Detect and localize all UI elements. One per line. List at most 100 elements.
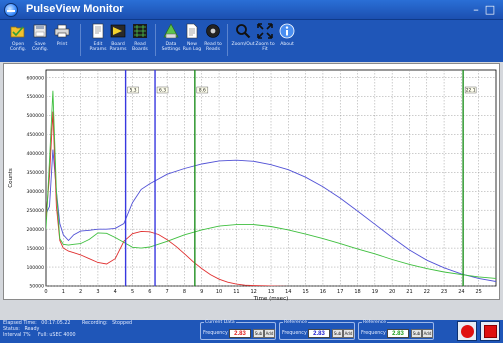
- edit-params-button[interactable]: Edit Params: [84, 23, 112, 59]
- cursor-marker-box: [156, 86, 169, 94]
- x-tick-label: 7: [166, 289, 169, 295]
- open-folder-icon: [10, 26, 25, 38]
- frequency-subtract-button[interactable]: Sub: [253, 329, 264, 338]
- reference-1-frequency-value[interactable]: 2.83: [308, 329, 330, 338]
- minimize-button[interactable]: –: [473, 3, 479, 16]
- record-button[interactable]: [457, 321, 477, 341]
- about-label: About: [280, 42, 294, 47]
- board-params-icon: [110, 24, 126, 38]
- data-settings-button[interactable]: Data Settings: [157, 23, 185, 59]
- reference-2-frequency-value[interactable]: 2.83: [387, 329, 409, 338]
- frequency-label: Frequency: [361, 331, 386, 336]
- cursor-marker-box: [127, 86, 139, 94]
- data-settings-icon: [163, 23, 179, 39]
- edit-params-label2: Params: [89, 47, 107, 52]
- cursor-marker-label: 22.1: [466, 88, 476, 94]
- x-tick-label: 4: [114, 289, 117, 295]
- new-run-log-label2: Run Log: [182, 47, 202, 52]
- new-run-log-label1: New: [186, 42, 198, 47]
- recording-value: Stopped: [112, 321, 133, 326]
- open-config-label2: Config.: [9, 47, 27, 52]
- reference-2-add-button[interactable]: Add: [422, 329, 433, 338]
- y-tick-label: 100000: [26, 265, 44, 271]
- zoom-out-icon: [236, 24, 251, 39]
- cursor-marker-box: [464, 86, 477, 94]
- reference-2-title: Reference: [362, 320, 388, 325]
- x-tick-label: 24: [458, 289, 464, 295]
- full-usec-text: Full: uSEC 4000: [38, 333, 76, 338]
- stop-button[interactable]: [480, 321, 500, 341]
- reference-1-frequency-group: Reference Frequency 2.83 Sub Add: [279, 320, 355, 340]
- print-label: Print: [56, 42, 68, 47]
- x-tick-label: 2: [79, 289, 82, 295]
- zoom-out-button[interactable]: Zoom/Out: [229, 23, 257, 59]
- cursor-marker-label: 8.6: [199, 88, 206, 94]
- x-tick-label: 25: [476, 289, 482, 295]
- x-tick-label: 10: [216, 289, 222, 295]
- x-tick-label: 18: [354, 289, 360, 295]
- x-tick-label: 5: [131, 289, 134, 295]
- x-axis-label: Time (msec): [253, 296, 289, 301]
- y-tick-label: 150000: [26, 246, 44, 252]
- recording-label: Recording:: [81, 321, 108, 326]
- read-boards-label1: Read: [134, 42, 146, 47]
- open-config-button[interactable]: Open Config.: [4, 23, 32, 59]
- counts-over-time-chart[interactable]: 0 1 2 3 4 5 6 7 8 9 10 11 12 13 14 15 16 17 18 19 20 21 22 23 24…: [4, 64, 501, 301]
- y-tick-label: 250000: [26, 208, 44, 214]
- cursor-marker-label: 5.3: [130, 88, 137, 94]
- read-to-reads-label1: Read to: [204, 42, 222, 47]
- read-boards-label2: Boards: [132, 47, 148, 52]
- close-button[interactable]: □: [484, 3, 496, 16]
- reference-1-subtract-button[interactable]: Sub: [332, 329, 343, 338]
- record-icon: [461, 325, 474, 338]
- y-tick-label: 550000: [26, 94, 44, 100]
- current-frequency-value[interactable]: 2.83: [229, 329, 251, 338]
- series-line-2: [46, 90, 496, 279]
- chart-panel[interactable]: 0 1 2 3 4 5 6 7 8 9 10 11 12 13 14 15 16 17 18 19 20 21 22 23 24…: [3, 63, 501, 301]
- reference-2-subtract-button[interactable]: Sub: [411, 329, 422, 338]
- toolbar-separator: [227, 24, 228, 56]
- print-button[interactable]: Print: [48, 23, 76, 59]
- status-label: Status:: [3, 327, 20, 332]
- about-button[interactable]: About: [273, 23, 301, 59]
- save-config-button[interactable]: Save Config.: [26, 23, 54, 59]
- y-tick-label: 450000: [26, 132, 44, 138]
- reference-1-add-button[interactable]: Add: [343, 329, 354, 338]
- status-info: Elapsed Time: 00:17:05.22 Recording: Sto…: [3, 321, 193, 343]
- series-line-0: [46, 149, 496, 282]
- y-axis-label: Counts: [8, 168, 14, 188]
- read-to-reads-button[interactable]: Read to Reads: [199, 23, 227, 59]
- x-tick-label: 23: [441, 289, 447, 295]
- edit-params-icon: [92, 23, 104, 39]
- zoom-to-fit-button[interactable]: Zoom to Fit: [251, 23, 279, 59]
- x-tick-label: 20: [389, 289, 395, 295]
- zoom-to-fit-label2: Fit: [262, 47, 268, 52]
- board-params-button[interactable]: Board Params: [104, 23, 132, 59]
- x-tick-label: 8: [183, 289, 186, 295]
- save-disk-icon: [33, 24, 47, 38]
- status-bar: Elapsed Time: 00:17:05.22 Recording: Sto…: [0, 320, 503, 343]
- x-tick-label: 0: [44, 289, 47, 295]
- frequency-add-button[interactable]: Add: [264, 329, 275, 338]
- zoom-to-fit-label1: Zoom to: [255, 42, 275, 47]
- read-to-reads-label2: Reads: [206, 47, 220, 52]
- board-params-label2: Params: [109, 47, 127, 52]
- toolbar-separator: [155, 24, 156, 56]
- board-params-label1: Board: [111, 42, 125, 47]
- new-run-log-button[interactable]: New Run Log: [178, 23, 206, 59]
- reference-1-title: Reference: [283, 320, 309, 325]
- read-boards-button[interactable]: Read Boards: [126, 23, 154, 59]
- stop-icon: [484, 325, 497, 338]
- x-tick-label: 6: [148, 289, 151, 295]
- edit-params-label1: Edit: [93, 42, 103, 47]
- window-title: PulseView Monitor: [26, 3, 124, 15]
- y-tick-label: 600000: [26, 75, 44, 81]
- x-tick-label: 21: [406, 289, 412, 295]
- x-tick-label: 3: [96, 289, 99, 295]
- read-boards-icon: [133, 24, 147, 38]
- frequency-label: Frequency: [203, 331, 228, 336]
- toolbar-separator: [80, 24, 81, 56]
- x-tick-label: 11: [233, 289, 239, 295]
- zoom-fit-icon: [257, 23, 273, 39]
